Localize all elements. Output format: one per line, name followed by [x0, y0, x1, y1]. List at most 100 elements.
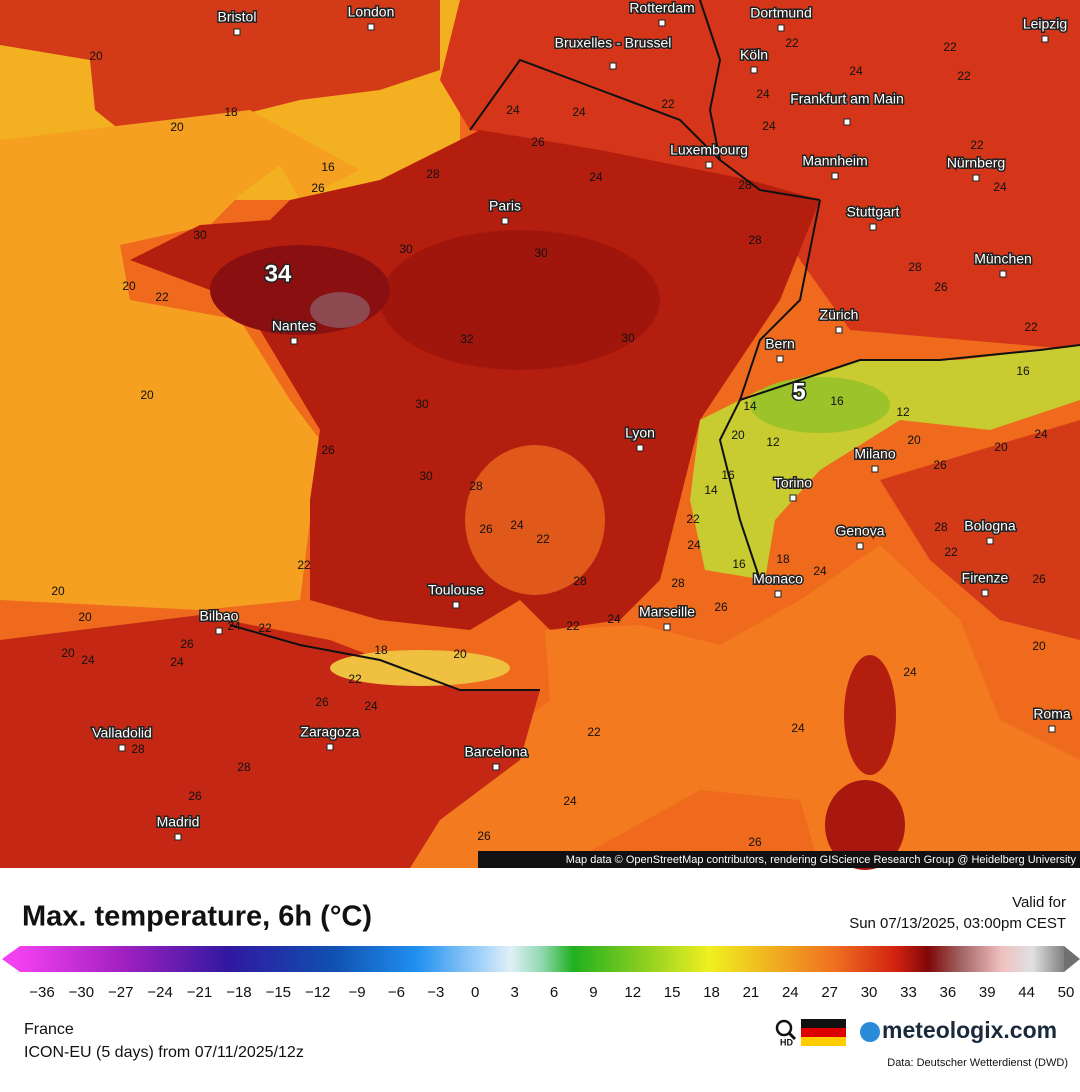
temperature-label: 26	[748, 835, 762, 849]
city-label: Paris	[489, 198, 521, 214]
temperature-label: 26	[934, 280, 948, 294]
city-label: Bristol	[218, 9, 257, 25]
city-label: Nürnberg	[947, 155, 1005, 171]
atlantic	[0, 110, 360, 610]
italy	[880, 420, 1080, 640]
temperature-label: 24	[506, 103, 520, 117]
hot-spot	[310, 292, 370, 328]
city-marker	[831, 172, 839, 180]
flag	[801, 1028, 846, 1037]
city-label: Frankfurt am Main	[790, 91, 904, 107]
city-marker	[869, 223, 877, 231]
temperature-label: 24	[81, 653, 95, 667]
city-label: Madrid	[157, 814, 200, 830]
colorbar-tick: −21	[187, 984, 212, 1001]
temperature-label: 26	[315, 695, 329, 709]
temperature-label: 24	[510, 518, 524, 532]
temperature-label: 30	[193, 228, 207, 242]
temperature-label: 24	[572, 105, 586, 119]
temperature-label: 28	[908, 260, 922, 274]
city-marker	[774, 590, 782, 598]
colorbar-tick: 6	[550, 984, 558, 1001]
temperature-label: 16	[830, 394, 844, 408]
colorbar-tick: 18	[703, 984, 720, 1001]
city-marker	[636, 444, 644, 452]
city-marker	[174, 833, 182, 841]
city-marker	[290, 337, 298, 345]
colorbar-tick: −30	[69, 984, 94, 1001]
temperature-label: 22	[258, 621, 272, 635]
colorbar-tick: 15	[664, 984, 681, 1001]
temperature-label: 20	[994, 440, 1008, 454]
city-marker	[981, 589, 989, 597]
city-label: Bologna	[964, 518, 1016, 534]
temperature-label: 16	[321, 160, 335, 174]
temperature-label: 18	[374, 643, 388, 657]
temperature-label: 22	[536, 532, 550, 546]
border	[229, 624, 540, 691]
temperature-label: 22	[944, 545, 958, 559]
highlight-value: 5	[792, 378, 805, 405]
search-icon[interactable]	[775, 1019, 793, 1037]
city-marker	[999, 270, 1007, 278]
city-marker	[492, 763, 500, 771]
temperature-label: 22	[661, 97, 675, 111]
temperature-label: 22	[686, 512, 700, 526]
mediterranean	[400, 545, 1080, 868]
temperature-label: 28	[237, 760, 251, 774]
city-label: Rotterdam	[629, 0, 694, 16]
temperature-label: 24	[903, 665, 917, 679]
temperature-label: 30	[399, 242, 413, 256]
temperature-label: 22	[1024, 320, 1038, 334]
city-marker	[856, 542, 864, 550]
temperature-label: 24	[791, 721, 805, 735]
border	[699, 0, 722, 161]
temperature-label: 24	[364, 699, 378, 713]
sardinia	[825, 780, 905, 870]
temperature-label: 26	[1032, 572, 1046, 586]
temperature-label: 22	[566, 619, 580, 633]
colorbar-tick: 30	[861, 984, 878, 1001]
city-label: Luxembourg	[670, 142, 748, 158]
temperature-label: 20	[78, 610, 92, 624]
temperature-label: 16	[721, 468, 735, 482]
city-marker	[233, 28, 241, 36]
city-marker	[609, 62, 617, 70]
city-label: Dortmund	[750, 5, 811, 21]
temperature-label: 20	[170, 120, 184, 134]
temperature-label: 24	[170, 655, 184, 669]
colorbar-tick: 24	[782, 984, 799, 1001]
temperature-label: 26	[321, 443, 335, 457]
city-marker	[835, 326, 843, 334]
temperature-label: 22	[957, 69, 971, 83]
brand[interactable]: meteologix.com	[882, 1017, 1057, 1043]
legend-panel: Max. temperature, 6h (°C) Valid for Sun …	[2, 894, 1080, 1069]
city-label: Genova	[835, 523, 884, 539]
colorbar-tick: 36	[940, 984, 957, 1001]
colorbar-tick: 39	[979, 984, 996, 1001]
temperature-label: 26	[311, 181, 325, 195]
colorbar-tick: −12	[305, 984, 330, 1001]
temperature-label: 30	[621, 331, 635, 345]
temperature-label: 24	[756, 87, 770, 101]
colorbar-tick: −36	[29, 984, 54, 1001]
massif-central	[465, 445, 605, 595]
temperature-label: 28	[671, 576, 685, 590]
temperature-label: 14	[743, 399, 757, 413]
colorbar-tick: −18	[226, 984, 251, 1001]
temperature-label: 28	[131, 742, 145, 756]
credit-bg	[478, 851, 1080, 868]
temperature-label: 22	[587, 725, 601, 739]
temperature-label: 30	[534, 246, 548, 260]
temperature-label: 22	[785, 36, 799, 50]
temperature-label: 20	[140, 388, 154, 402]
temperature-label: 32	[460, 332, 474, 346]
highlight-value: 34	[265, 260, 292, 287]
temperature-label: 26	[479, 522, 493, 536]
city-marker	[986, 537, 994, 545]
colorbar-tick: 12	[624, 984, 641, 1001]
city-label: Leipzig	[1023, 16, 1067, 32]
england	[0, 0, 440, 130]
temperature-label: 28	[426, 167, 440, 181]
